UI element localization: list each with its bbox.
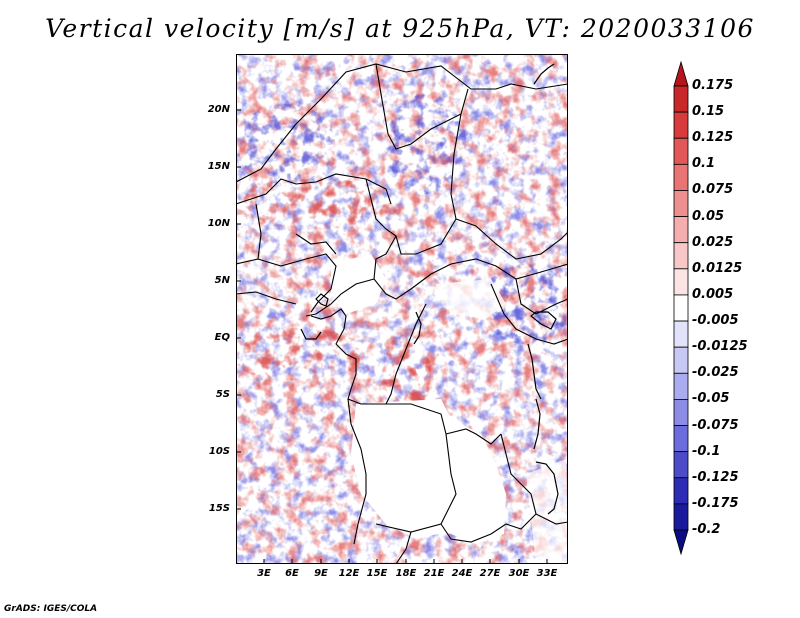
colorbar-tick-label: -0.1 [692,443,721,459]
colorbar-tick-label: -0.175 [692,495,739,511]
colorbar-tick-label: 0.075 [692,182,734,198]
lon-label-18e: 18E [395,568,417,579]
lon-label-15e: 15E [366,568,388,579]
colorbar [673,60,689,556]
colorbar-tick-label: 0.175 [692,78,734,93]
lat-label-15s: 15S [208,503,230,514]
lat-label-10n: 10N [207,218,230,229]
lat-label-10s: 10S [208,446,230,457]
colorbar-segment [673,294,689,322]
colorbar-segment [673,529,689,556]
colorbar-segment [673,111,689,139]
lon-label-12e: 12E [338,568,360,579]
lon-label-27e: 27E [479,568,501,579]
chart-title: Vertical velocity [m/s] at 925hPa, VT: 2… [45,14,755,43]
colorbar-segment [673,425,689,453]
colorbar-tick-label: -0.005 [692,313,739,329]
lon-label-24e: 24E [451,568,473,579]
colorbar-segment [673,346,689,374]
colorbar-tick-label: 0.0125 [692,260,743,276]
colorbar-segment [673,137,689,165]
colorbar-segment [673,399,689,426]
colorbar-segment [673,503,689,531]
lat-label-eq: EQ [214,332,230,343]
colorbar-tick-label: -0.0125 [692,339,748,355]
lat-label-5s: 5S [215,389,230,400]
plot-frame [236,54,568,564]
colorbar-segment [673,320,689,348]
lon-label-9e: 9E [314,568,328,579]
colorbar-tick-label: -0.125 [692,469,739,485]
colorbar-segment [673,190,689,217]
colorbar-segment [673,268,689,296]
colorbar-tick-label: -0.025 [692,365,739,381]
colorbar-segment [673,242,689,270]
colorbar-tick-label: 0.15 [692,104,725,120]
colorbar-segment [673,216,689,244]
colorbar-segment [673,60,689,87]
colorbar-tick-label: 0.125 [692,130,734,146]
colorbar-tick-label: -0.05 [692,391,730,407]
colorbar-tick-label: 0.05 [692,208,725,224]
colorbar-tick-label: 0.1 [692,156,716,172]
colorbar-segment [673,451,689,479]
calm-regions [331,254,568,564]
lakes-coastlines [300,63,559,515]
colorbar-segment [673,477,689,505]
colorbar-tick-label: 0.025 [692,234,734,250]
colorbar-tick-label: 0.005 [692,286,734,302]
lat-label-15n: 15N [207,161,230,172]
grads-credit: GrADS: IGES/COLA [4,604,98,614]
lon-label-30e: 30E [508,568,530,579]
lat-label-20n: 20N [207,104,230,115]
lon-label-6e: 6E [285,568,299,579]
lon-label-33e: 33E [536,568,558,579]
lon-label-3e: 3E [257,568,271,579]
lon-label-21e: 21E [423,568,445,579]
country-borders [236,63,568,564]
colorbar-segment [673,372,689,400]
map-plot [236,54,568,564]
lat-label-5n: 5N [214,275,230,286]
colorbar-tick-label: -0.075 [692,417,739,433]
field-highlights [236,94,568,414]
colorbar-tick-label: -0.2 [692,522,721,537]
colorbar-segment [673,85,689,113]
colorbar-segment [673,163,689,191]
